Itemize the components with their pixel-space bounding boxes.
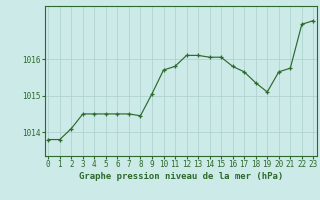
X-axis label: Graphe pression niveau de la mer (hPa): Graphe pression niveau de la mer (hPa) xyxy=(79,172,283,181)
